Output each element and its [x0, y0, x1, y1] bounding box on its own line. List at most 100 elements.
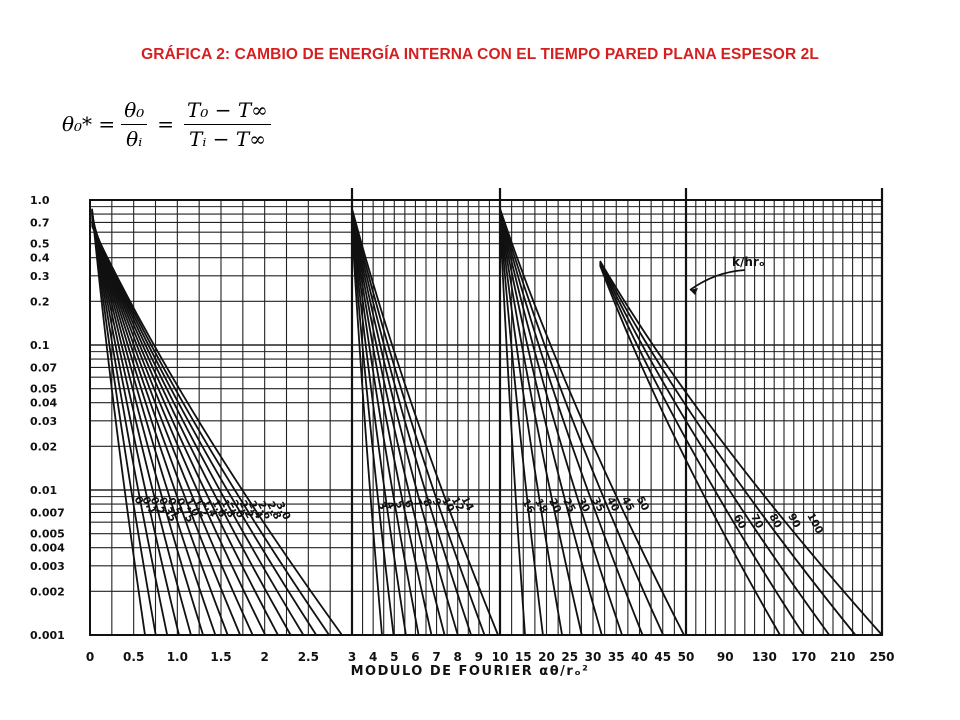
curve-p1-k-1.2 [91, 216, 229, 636]
x-tick-label: 0.5 [123, 650, 144, 664]
x-tick-label: 250 [869, 650, 894, 664]
formula: θ₀* = θ₀ θᵢ = T₀ − T∞ Tᵢ − T∞ [62, 92, 277, 156]
x-tick-label: 50 [678, 650, 695, 664]
curve-p1-k-1.0 [91, 215, 217, 636]
curve-p4-k-60 [599, 264, 781, 636]
formula-f2-numerator: T₀ − T∞ [184, 98, 271, 125]
parameter-label: k/hrₒ [732, 255, 765, 269]
y-tick-label: 1.0 [30, 194, 50, 207]
parameter-pointer [689, 269, 746, 291]
x-tick-label: 25 [561, 650, 578, 664]
curve-p3-k-40 [499, 210, 644, 636]
y-tick-label: 0.07 [30, 361, 57, 374]
curve-p4-k-80 [599, 262, 830, 636]
chart-curves [91, 208, 883, 636]
curve-p2-k-6 [351, 220, 420, 636]
curve-p3-k-20 [499, 215, 563, 636]
curve-p3-k-35 [499, 211, 623, 636]
formula-equals: = [157, 112, 175, 136]
curve-p3-k-45 [499, 209, 665, 636]
formula-f1-denominator: θᵢ [126, 126, 143, 151]
curve-p3-k-50 [499, 208, 685, 636]
x-tick-label: 1.0 [167, 650, 188, 664]
curve-p1-k-0.1 [91, 209, 157, 636]
x-tick-label: 1.5 [210, 650, 231, 664]
x-tick-label: 40 [631, 650, 648, 664]
y-tick-label: 0.1 [30, 339, 50, 352]
curve-p2-k-9 [351, 214, 459, 636]
curve-label: 100 [804, 511, 825, 536]
curve-p4-k-70 [599, 263, 805, 636]
y-tick-label: 0.002 [30, 585, 65, 598]
curve-p2-k-4 [351, 224, 395, 636]
y-tick-label: 0.01 [30, 484, 57, 497]
y-tick-label: 0.03 [30, 415, 57, 428]
curve-p1-k-0.2 [91, 210, 169, 636]
curve-p1-k-0.75 [91, 213, 204, 636]
y-tick-label: 0.001 [30, 629, 65, 642]
x-tick-label: 90 [717, 650, 734, 664]
y-tick-label: 0.5 [30, 238, 50, 251]
page-title: GRÁFICA 2: CAMBIO DE ENERGÍA INTERNA CON… [141, 46, 819, 63]
curve-p2-k-5 [351, 222, 407, 636]
y-tick-label: 0.4 [30, 252, 50, 265]
curve-p3-k-30 [499, 212, 603, 636]
parameter-arrowhead [690, 288, 698, 295]
x-tick-label: 5 [390, 650, 398, 664]
curve-p2-k-12 [351, 210, 486, 636]
formula-f1-numerator: θ₀ [121, 98, 148, 125]
x-tick-label: 210 [830, 650, 855, 664]
chart-labels: 00.10.20.350.50.751.01.21.41.61.82.02.22… [132, 255, 826, 536]
x-tick-label: 8 [454, 650, 462, 664]
x-tick-label: 170 [791, 650, 816, 664]
y-tick-label: 0.05 [30, 383, 57, 396]
y-tick-label: 0.2 [30, 295, 50, 308]
x-tick-label: 2.5 [298, 650, 319, 664]
y-tick-label: 0.02 [30, 440, 57, 453]
x-tick-label: 30 [585, 650, 602, 664]
curve-p3-k-16 [499, 217, 526, 636]
curve-p1-k-0.35 [91, 211, 180, 636]
curve-p2-k-10 [351, 212, 472, 636]
x-tick-label: 9 [475, 650, 483, 664]
x-tick-label: 35 [608, 650, 625, 664]
curve-p2-k-8 [351, 216, 446, 636]
x-tick-label: 3 [348, 650, 356, 664]
curve-label: 80 [766, 512, 783, 531]
y-tick-label: 0.04 [30, 397, 57, 410]
curve-label: 25 [560, 496, 577, 515]
y-tick-label: 0.007 [30, 506, 65, 519]
y-tick-label: 0.3 [30, 270, 50, 283]
x-tick-label: 0 [86, 650, 94, 664]
x-tick-label: 20 [538, 650, 555, 664]
x-tick-label: 15 [515, 650, 532, 664]
x-tick-label: 130 [752, 650, 777, 664]
curve-p3-k-18 [499, 216, 544, 636]
curve-label: 90 [785, 511, 802, 530]
x-tick-label: 45 [654, 650, 671, 664]
y-tick-label: 0.005 [30, 528, 65, 541]
curve-label: 40 [604, 495, 621, 514]
curve-p4-k-90 [599, 261, 857, 636]
x-tick-label: 4 [369, 650, 377, 664]
formula-lhs: θ₀* = [62, 112, 116, 136]
x-tick-label: 10 [492, 650, 509, 664]
chart-grid [89, 200, 883, 636]
chart-axes: 1.00.70.50.40.30.20.10.070.050.040.030.0… [30, 188, 895, 679]
formula-fraction-1: θ₀ θᵢ [121, 98, 148, 151]
x-axis-label: MODULO DE FOURIER αθ/rₒ² [351, 664, 590, 679]
y-tick-label: 0.004 [30, 542, 65, 555]
formula-fraction-2: T₀ − T∞ Tᵢ − T∞ [184, 98, 271, 151]
curve-label: 45 [619, 495, 636, 514]
x-tick-label: 2 [260, 650, 268, 664]
chart-area: 0 0.1 0.2 0.35 0.5 0.75 1.0 1.2 1.4 1.6 1.8 2.0 2.2 2… [0, 170, 960, 715]
x-tick-label: 7 [432, 650, 440, 664]
curve-p1-k-0.5 [91, 212, 192, 636]
formula-f2-denominator: Tᵢ − T∞ [189, 126, 266, 151]
curve-p2-k-7 [351, 218, 433, 636]
curve-p2-k-14 [351, 208, 499, 636]
y-tick-label: 0.7 [30, 216, 50, 229]
y-tick-label: 0.003 [30, 560, 65, 573]
curve-p2-k-3 [351, 226, 383, 636]
heisler-chart: 00.10.20.350.50.751.01.21.41.61.82.02.22… [30, 188, 895, 679]
